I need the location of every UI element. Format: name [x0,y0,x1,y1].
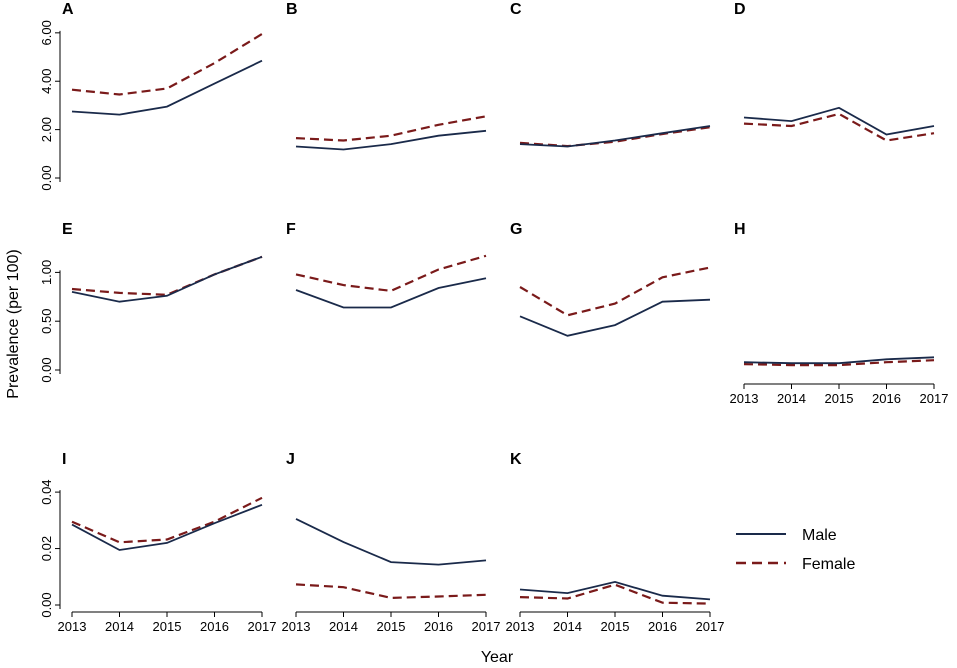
x-tick-label: 2013 [506,619,535,634]
x-tick-label: 2014 [329,619,358,634]
panel-label-h: H [734,221,746,238]
x-tick-label: 2017 [920,391,949,406]
series-female-g [519,266,711,317]
panel-label-f: F [286,221,296,238]
legend-female-label: Female [802,556,855,573]
panel-label-i: I [62,451,66,468]
series-male-i [71,503,263,551]
series-male-a [71,59,263,116]
x-tick-label: 2013 [730,391,759,406]
y-axis-title: Prevalence (per 100) [5,249,22,398]
x-axis-title: Year [481,649,514,666]
panel-label-c: C [510,1,522,18]
y-tick-label: 2.00 [39,117,54,142]
series-male-c [519,125,711,148]
legend: Male Female [736,527,855,573]
series-female-j [295,583,487,600]
x-tick-label: 2014 [105,619,134,634]
panel-label-a: A [62,1,74,18]
y-tick-label: 0.00 [39,592,54,617]
x-tick-label: 2015 [153,619,182,634]
x-tick-label: 2017 [472,619,501,634]
series-male-b [295,129,487,151]
series-male-d [743,106,935,136]
series-female-f [295,254,487,293]
x-tick-label: 2017 [248,619,277,634]
series-female-h [743,359,935,367]
y-tick-label: 1.00 [39,260,54,285]
x-tick-label: 2017 [696,619,725,634]
x-tick-label: 2015 [601,619,630,634]
y-tick-label: 0.00 [39,165,54,190]
x-tick-label: 2014 [553,619,582,634]
series-female-i [71,496,263,544]
series-male-f [295,277,487,309]
x-tick-label: 2016 [872,391,901,406]
panel-label-g: G [510,221,522,238]
x-tick-label: 2013 [58,619,87,634]
y-tick-label: 0.04 [39,479,54,504]
series-female-d [743,112,935,142]
y-tick-label: 0.50 [39,309,54,334]
x-tick-label: 2016 [200,619,229,634]
panel-label-d: D [734,1,746,18]
y-tick-label: 4.00 [39,69,54,94]
x-tick-label: 2016 [648,619,677,634]
y-tick-label: 6.00 [39,20,54,45]
x-tick-label: 2014 [777,391,806,406]
y-tick-label: 0.00 [39,357,54,382]
x-tick-label: 2015 [377,619,406,634]
x-tick-label: 2016 [424,619,453,634]
y-tick-label: 0.02 [39,536,54,561]
panel-label-k: K [510,451,522,468]
panel-label-e: E [62,221,73,238]
series-female-b [295,115,487,142]
legend-male-label: Male [802,527,837,544]
x-tick-label: 2013 [282,619,311,634]
series-male-h [743,356,935,365]
panel-label-b: B [286,1,298,18]
series-male-g [519,298,711,337]
series-male-k [519,580,711,601]
series-female-a [71,33,263,96]
panel-label-j: J [286,451,295,468]
series-male-j [295,518,487,566]
x-tick-label: 2015 [825,391,854,406]
series-female-k [519,583,711,605]
series-male-e [71,255,263,303]
series-female-e [71,255,263,296]
